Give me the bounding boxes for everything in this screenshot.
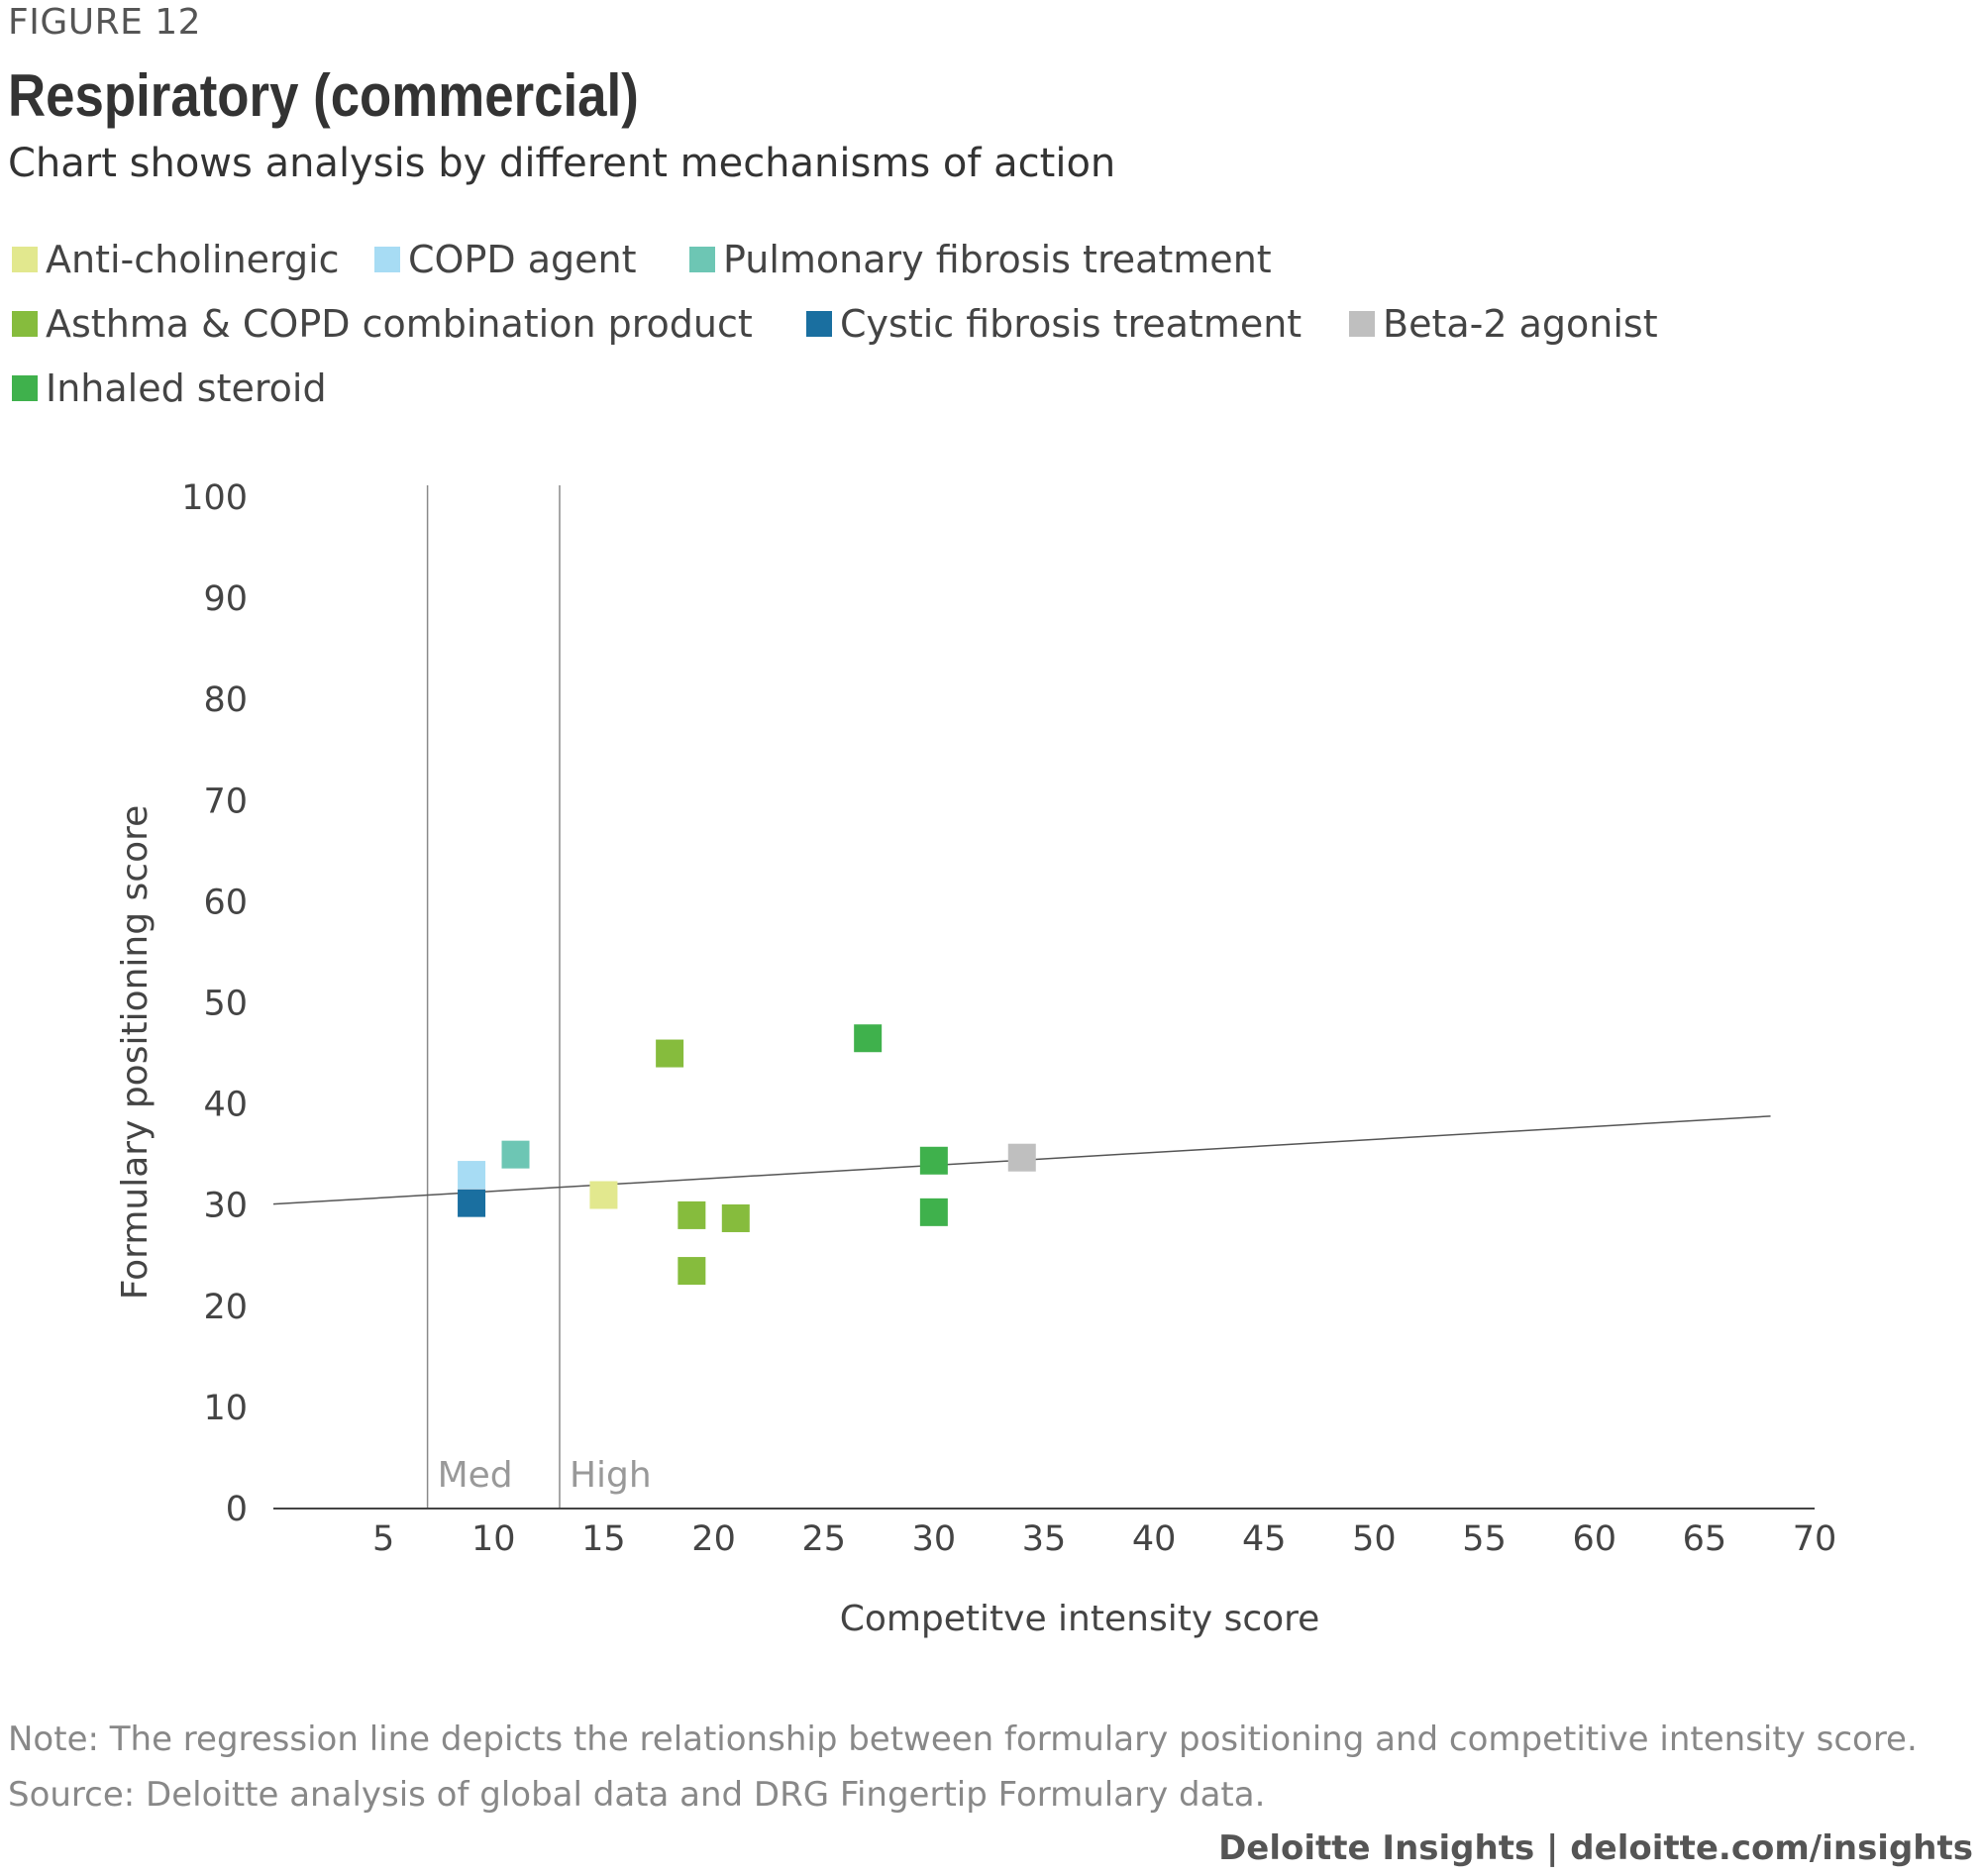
y-tick-label: 80 [203, 680, 248, 720]
legend-item-cystic-fibrosis: Cystic fibrosis treatment [806, 302, 1302, 346]
x-tick-label: 5 [372, 1519, 394, 1559]
x-tick-label: 55 [1462, 1519, 1507, 1559]
legend-item-inhaled-steroid: Inhaled steroid [12, 366, 327, 410]
data-point [678, 1200, 706, 1229]
legend-swatch [374, 247, 400, 272]
data-point [1007, 1143, 1036, 1172]
x-tick-label: 15 [581, 1519, 626, 1559]
legend-swatch [1349, 311, 1375, 337]
legend-item-asthma-copd: Asthma & COPD combination product [12, 302, 753, 346]
x-axis-title: Competitve intensity score [840, 1599, 1320, 1639]
y-tick-label: 30 [203, 1187, 248, 1226]
x-tick-label: 20 [691, 1519, 736, 1559]
legend-item-anti-cholinergic: Anti-cholinergic [12, 238, 340, 281]
x-tick-label: 35 [1022, 1519, 1067, 1559]
legend-label: Pulmonary fibrosis treatment [723, 238, 1272, 281]
reference-line-label: Med [438, 1455, 513, 1496]
legend-label: Beta-2 agonist [1383, 302, 1658, 346]
data-point [458, 1189, 486, 1217]
x-tick-label: 65 [1683, 1519, 1727, 1559]
x-tick-label: 40 [1132, 1519, 1177, 1559]
data-point [919, 1146, 948, 1175]
x-tick-label: 50 [1352, 1519, 1397, 1559]
y-axis-title: Formulary positioning score [115, 805, 156, 1301]
chart-note: Note: The regression line depicts the re… [8, 1720, 1918, 1759]
reference-line-label: High [570, 1455, 652, 1496]
y-tick-label: 20 [203, 1288, 248, 1327]
figure-label: FIGURE 12 [8, 2, 202, 43]
chart-title: Respiratory (commercial) [8, 62, 639, 129]
y-tick-label: 90 [203, 579, 248, 619]
data-point [589, 1181, 618, 1209]
legend-swatch [12, 375, 38, 401]
legend-label: Asthma & COPD combination product [46, 302, 753, 346]
data-point [678, 1257, 706, 1286]
legend-label: Inhaled steroid [46, 366, 327, 410]
chart-source: Source: Deloitte analysis of global data… [8, 1775, 1266, 1815]
y-tick-label: 10 [203, 1389, 248, 1428]
x-tick-label: 30 [912, 1519, 957, 1559]
legend-item-copd-agent: COPD agent [374, 238, 636, 281]
data-point [854, 1024, 883, 1053]
x-tick-label: 45 [1242, 1519, 1287, 1559]
legend-swatch [12, 311, 38, 337]
data-point [501, 1140, 530, 1169]
footer-credit: Deloitte Insights | deloitte.com/insight… [1218, 1828, 1973, 1868]
y-tick-label: 100 [181, 478, 248, 518]
legend-item-beta-2-agonist: Beta-2 agonist [1349, 302, 1658, 346]
y-tick-label: 60 [203, 883, 248, 922]
legend-item-pulmonary-fibrosis: Pulmonary fibrosis treatment [689, 238, 1272, 281]
legend-label: Anti-cholinergic [46, 238, 340, 281]
x-tick-label: 60 [1572, 1519, 1616, 1559]
data-point [656, 1039, 684, 1068]
y-tick-label: 70 [203, 782, 248, 821]
data-point [919, 1198, 948, 1226]
data-point [458, 1161, 486, 1190]
legend-label: COPD agent [408, 238, 637, 281]
legend-swatch [806, 311, 832, 337]
y-tick-label: 40 [203, 1086, 248, 1125]
x-tick-label: 25 [801, 1519, 846, 1559]
y-tick-label: 0 [226, 1490, 248, 1529]
data-point [721, 1203, 750, 1232]
y-tick-label: 50 [203, 985, 248, 1024]
legend-swatch [689, 247, 715, 272]
legend-label: Cystic fibrosis treatment [840, 302, 1303, 346]
x-tick-label: 70 [1793, 1519, 1837, 1559]
x-tick-label: 10 [471, 1519, 516, 1559]
legend-swatch [12, 247, 38, 272]
chart-subtitle: Chart shows analysis by different mechan… [8, 141, 1116, 186]
